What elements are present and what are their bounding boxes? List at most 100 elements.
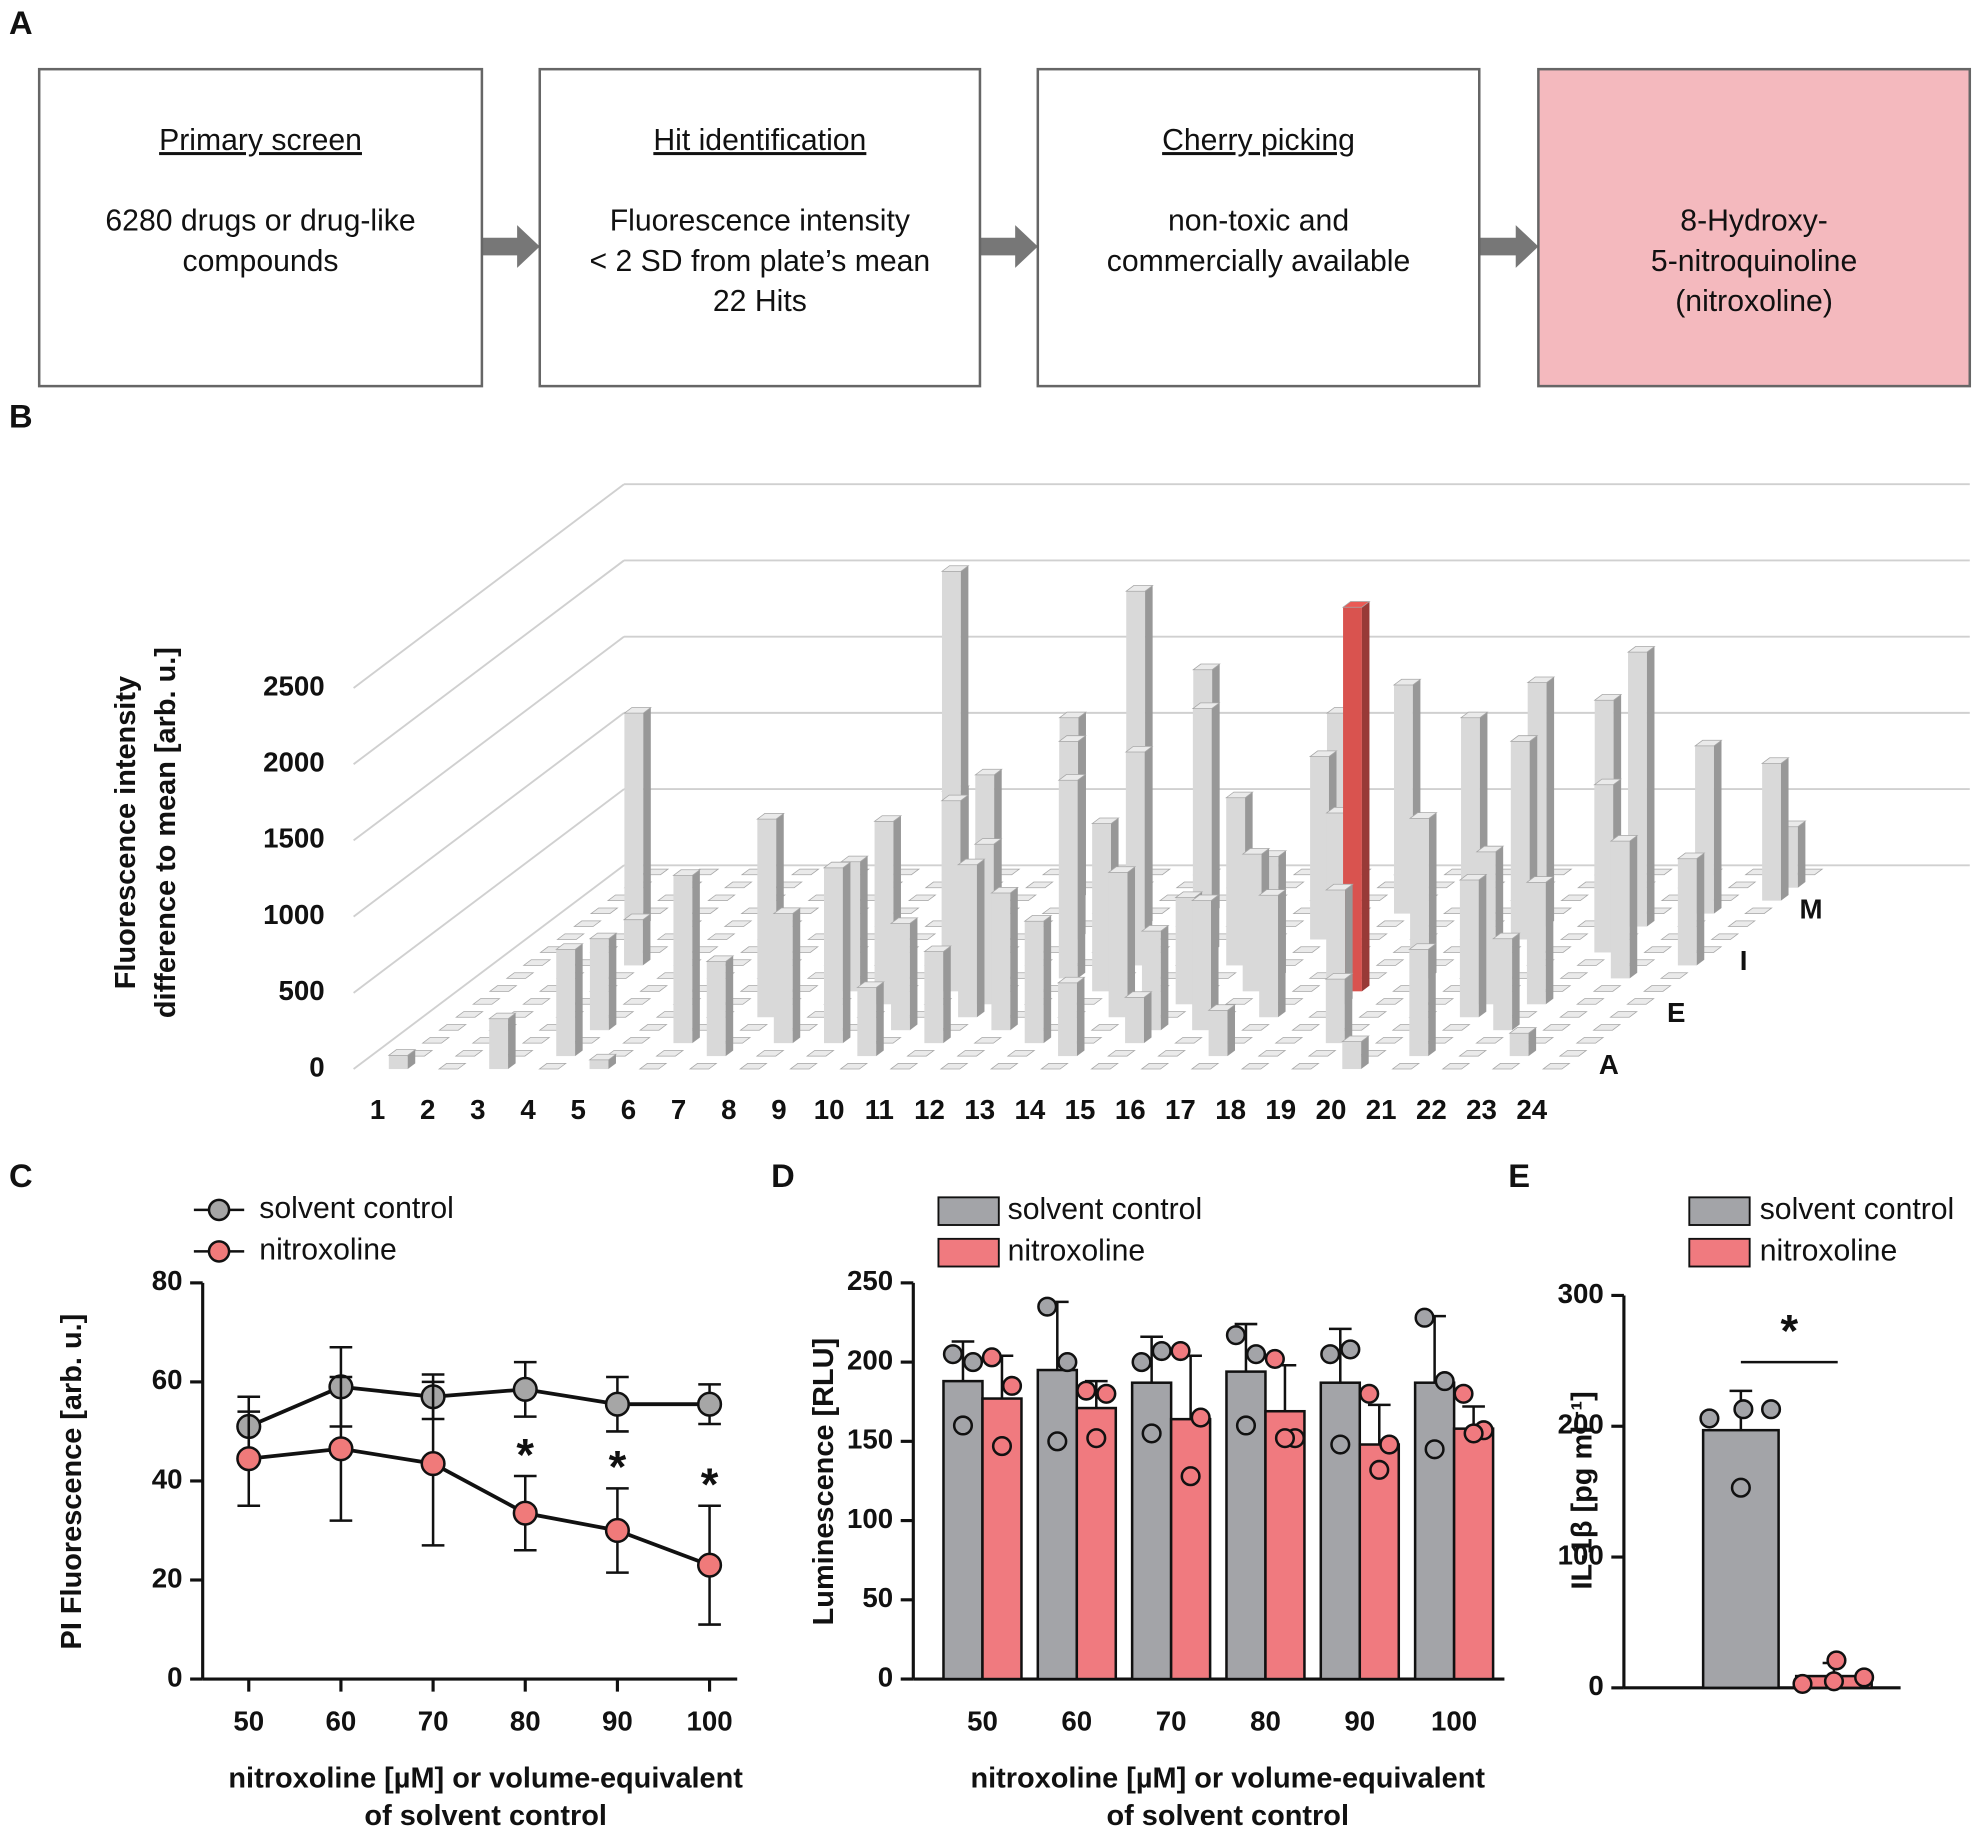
x-tick-label: 7 <box>671 1094 686 1125</box>
bar <box>622 913 652 966</box>
bar-top <box>688 1063 718 1070</box>
bar-front <box>857 987 877 1057</box>
bar-top <box>1125 585 1154 592</box>
bar <box>387 1049 417 1070</box>
x-tick-label: 16 <box>1115 1094 1146 1125</box>
flow-text: compounds <box>183 245 339 278</box>
bar-top <box>1107 1050 1136 1057</box>
data-point <box>512 1500 538 1526</box>
bar <box>1392 678 1422 914</box>
data-point <box>1151 1340 1172 1362</box>
data-point <box>1274 1428 1296 1449</box>
bar <box>907 894 937 902</box>
bar <box>1090 1024 1120 1031</box>
bar-top <box>1391 1063 1421 1070</box>
data-point <box>236 1446 262 1472</box>
bar-side <box>1361 1035 1369 1070</box>
legend-swatch <box>937 1237 1000 1268</box>
bar <box>1264 1409 1306 1681</box>
bar <box>789 1063 818 1070</box>
legend-swatch <box>937 1196 1000 1226</box>
bar-top <box>1626 998 1655 1005</box>
bar-side <box>1428 812 1437 979</box>
bar <box>1090 1063 1119 1070</box>
data-point <box>1379 1434 1400 1455</box>
bar-top <box>1643 946 1673 953</box>
data-point <box>1424 1439 1445 1460</box>
bar-top <box>1760 757 1790 764</box>
bar <box>1291 985 1321 992</box>
bar-side <box>1428 943 1436 1057</box>
bar <box>1710 933 1740 940</box>
data-point <box>1434 1371 1455 1392</box>
bar <box>1458 1050 1488 1057</box>
bar <box>1575 998 1605 1005</box>
bar-front <box>1058 982 1077 1057</box>
bar <box>555 943 584 1057</box>
series-line <box>248 1446 711 1567</box>
bar <box>1375 998 1404 1005</box>
bar-top <box>1023 915 1053 922</box>
bar-front <box>1092 823 1112 992</box>
bar-top <box>1192 663 1221 671</box>
bar <box>1241 1024 1270 1031</box>
bar-top <box>639 985 669 992</box>
bar-top <box>1509 735 1539 742</box>
bar-top <box>438 1024 467 1031</box>
y-tick-label: 200 <box>847 1344 893 1375</box>
bar-top <box>789 1063 818 1070</box>
bar-top <box>1559 1011 1588 1018</box>
data-point <box>1359 1383 1380 1404</box>
x-tick-label: 4 <box>520 1094 536 1125</box>
bar-top <box>638 1024 668 1031</box>
bar-top <box>1325 883 1354 891</box>
bar-top <box>822 861 852 869</box>
bar-front <box>388 1055 408 1070</box>
bar-top <box>940 565 970 572</box>
data-point <box>1245 1344 1267 1365</box>
bar <box>1174 1037 1203 1044</box>
y-tick-label: 200 <box>1558 1409 1604 1440</box>
flow-text: 6280 drugs or drug-like <box>105 205 415 238</box>
bar-top <box>1224 998 1254 1005</box>
bar <box>1374 1037 1404 1044</box>
data-point <box>1369 1459 1390 1480</box>
y-axis-title: PI Fluorescence [arb. u.] <box>56 1314 88 1650</box>
bar-top <box>755 1050 785 1057</box>
bar-side <box>943 946 951 1044</box>
bar-side <box>1545 876 1554 1005</box>
x-tick-label: 12 <box>914 1094 945 1125</box>
bar-front <box>1526 882 1546 1005</box>
bar <box>454 1050 484 1057</box>
bar-top <box>1659 972 1689 979</box>
y-tick-label: 500 <box>279 975 325 1006</box>
bar <box>1036 1368 1079 1681</box>
legend-marker <box>207 1198 231 1222</box>
y-axis-title: IL-1β [pg ml⁻¹] <box>1566 1391 1598 1589</box>
bar-top <box>555 943 584 950</box>
bar-front <box>1325 979 1345 1044</box>
bar <box>438 1024 467 1031</box>
bar <box>973 1037 1003 1044</box>
x-tick-label: 9 <box>771 1094 786 1125</box>
bar-top <box>706 933 736 940</box>
bar <box>723 920 753 927</box>
data-point <box>1453 1383 1474 1404</box>
y-tick-label: 2000 <box>263 746 325 777</box>
bar-top <box>455 1011 484 1018</box>
bar-top <box>990 886 1019 894</box>
bar <box>488 985 518 992</box>
bar <box>1056 976 1086 1057</box>
bar-top <box>989 1063 1019 1070</box>
bar-top <box>772 907 802 914</box>
x-tick-label: 11 <box>865 1094 894 1125</box>
bar-top <box>1091 817 1120 825</box>
flow-title: Cherry picking <box>1162 124 1355 157</box>
bar-side <box>508 1013 516 1070</box>
flow-text: 22 Hits <box>713 285 807 318</box>
bar <box>1408 812 1438 979</box>
bar <box>521 1037 551 1044</box>
bar-top <box>839 1063 869 1070</box>
bar-top <box>973 838 1003 845</box>
bar-top <box>738 1063 768 1070</box>
